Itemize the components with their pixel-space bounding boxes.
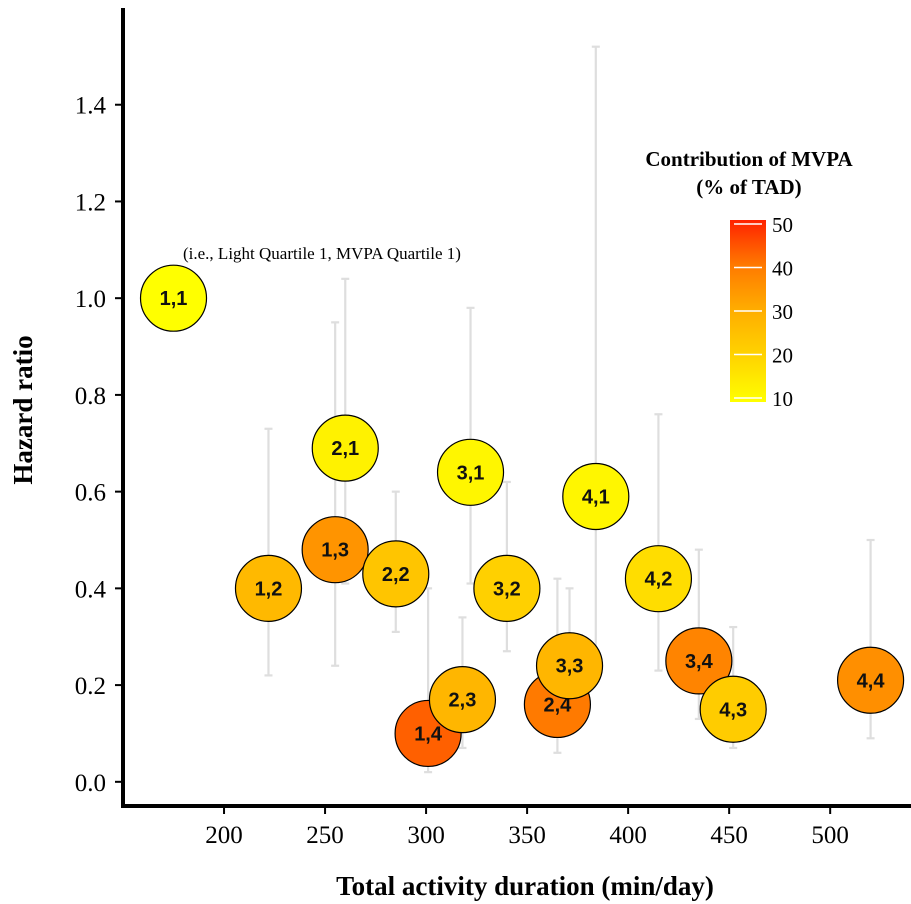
error-bar	[331, 321, 340, 667]
y-tick-label: 1.4	[75, 93, 107, 120]
colorbar-tick-label: 20	[772, 344, 793, 368]
data-point: 4,1	[562, 462, 630, 531]
point-circle	[535, 632, 604, 700]
point-circle	[436, 438, 505, 506]
y-tick-label: 0.0	[75, 770, 106, 797]
x-tick-label: 400	[609, 822, 647, 849]
data-point: 4,2	[624, 545, 693, 613]
legend-title-line2: (% of TAD)	[696, 175, 801, 199]
y-axis-label: Hazard ratio	[8, 335, 38, 484]
y-ticks: 0.0 0.2 0.4 0.6 0.8 1.0 1.2 1.4	[75, 93, 123, 797]
y-tick-label: 0.2	[75, 673, 106, 700]
data-points: 1,1 1,2 1,3 1,4 2,1 2,2 2,3 2,4 3,1 3,2 3,3 3,4 4,1 4…	[139, 264, 905, 768]
colorbar-tick-label: 40	[772, 257, 793, 281]
x-tick-label: 250	[306, 822, 344, 849]
error-bar	[591, 45, 600, 672]
point-circle	[428, 665, 497, 734]
x-tick-label: 350	[508, 822, 546, 849]
y-tick-label: 0.8	[75, 383, 106, 410]
x-tick-label: 450	[710, 822, 748, 849]
point-label: 2,2	[382, 564, 410, 586]
point-circle	[624, 545, 693, 613]
point-label: 1,3	[321, 540, 349, 562]
point-label: 3,3	[556, 656, 584, 678]
point-label: 2,4	[544, 694, 573, 716]
point-label: 1,1	[160, 288, 188, 310]
point-label: 4,2	[645, 569, 673, 591]
point-label: 4,4	[857, 670, 886, 692]
point-label: 1,4	[414, 723, 443, 745]
reference-annotation: (i.e., Light Quartile 1, MVPA Quartile 1…	[183, 244, 461, 263]
y-tick-label: 1.0	[75, 286, 106, 313]
colorbar-tick-label: 50	[772, 213, 793, 237]
data-point: 3,2	[473, 554, 541, 622]
point-label: 1,2	[255, 578, 283, 600]
point-circle	[473, 554, 541, 622]
point-circle	[665, 627, 733, 695]
point-label: 3,2	[493, 578, 521, 600]
data-point: 2,2	[362, 540, 430, 608]
data-point: 3,3	[535, 632, 604, 700]
colorbar-tick-label: 10	[772, 387, 793, 411]
data-point: 4,3	[699, 675, 767, 743]
point-label: 3,1	[457, 462, 485, 484]
data-point: 2,1	[311, 414, 379, 482]
data-point: 1,3	[301, 516, 369, 584]
point-label: 4,3	[719, 699, 747, 721]
error-bar	[264, 427, 273, 677]
colorbar-tick-label: 30	[772, 300, 793, 324]
point-circle	[362, 540, 430, 608]
legend-title-line1: Contribution of MVPA	[645, 147, 853, 171]
data-point: 3,4	[665, 627, 733, 695]
point-circle	[234, 554, 303, 622]
error-bar	[654, 413, 663, 672]
x-tick-label: 200	[205, 822, 243, 849]
x-ticks: 200 250 300 350 400 450 500	[205, 806, 849, 849]
data-point: 3,1	[436, 438, 505, 506]
point-circle	[301, 516, 369, 584]
axes	[121, 8, 911, 808]
legend: Contribution of MVPA (% of TAD) 10 20 30 40…	[645, 147, 853, 411]
point-circle	[699, 675, 767, 743]
point-label: 3,4	[685, 651, 714, 673]
data-point: 1,2	[234, 554, 303, 622]
point-label: 4,1	[582, 486, 610, 508]
point-label: 2,1	[331, 438, 359, 460]
point-label: 2,3	[449, 690, 477, 712]
x-tick-label: 500	[811, 822, 849, 849]
data-point: 4,4	[836, 646, 905, 714]
point-circle	[311, 414, 379, 482]
colorbar-ticks: 10 20 30 40 50	[734, 213, 793, 411]
y-tick-label: 0.6	[75, 480, 106, 507]
y-tick-label: 1.2	[75, 189, 106, 216]
point-circle	[139, 264, 208, 332]
x-axis-label: Total activity duration (min/day)	[336, 871, 714, 901]
y-tick-label: 0.4	[75, 576, 107, 603]
point-circle	[562, 462, 630, 531]
x-tick-label: 300	[407, 822, 445, 849]
data-point: 2,3	[428, 665, 497, 734]
point-circle	[836, 646, 905, 714]
data-point: 1,1	[139, 264, 208, 332]
